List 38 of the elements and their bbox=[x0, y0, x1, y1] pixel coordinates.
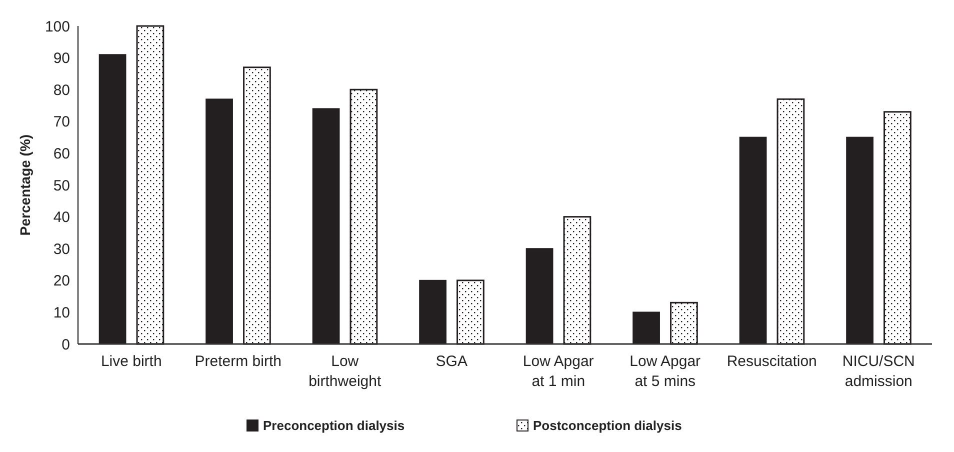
x-tick-label: Preterm birth bbox=[194, 353, 282, 370]
y-tick-label: 20 bbox=[53, 272, 70, 290]
y-axis-title: Percentage (%) bbox=[17, 134, 33, 236]
x-tick-label: Live birth bbox=[100, 353, 162, 370]
bar bbox=[846, 136, 874, 344]
legend-label: Postconception dialysis bbox=[533, 418, 682, 433]
bar bbox=[776, 98, 805, 345]
bar bbox=[98, 54, 126, 344]
y-tick-label: 10 bbox=[53, 304, 70, 322]
bar bbox=[243, 66, 271, 345]
y-tick-label: 60 bbox=[53, 145, 70, 162]
y-tick-label: 40 bbox=[53, 209, 70, 226]
y-tick-label: 100 bbox=[44, 18, 70, 36]
bar bbox=[632, 312, 660, 344]
bar bbox=[526, 248, 554, 344]
bar bbox=[884, 111, 912, 345]
y-tick-label: 50 bbox=[53, 177, 70, 194]
bar bbox=[563, 216, 592, 345]
x-tick-label: Resuscitation bbox=[726, 353, 817, 370]
y-tick-label: 80 bbox=[53, 82, 70, 99]
bar bbox=[419, 280, 446, 344]
x-tick-label: NICU/SCN admission bbox=[842, 353, 915, 390]
legend-label: Preconception dialysis bbox=[263, 418, 405, 433]
y-tick-label: 0 bbox=[62, 336, 70, 354]
x-tick-label: Low Apgar at 1 min bbox=[522, 353, 594, 390]
x-tick-label: Low Apgar at 5 mins bbox=[630, 353, 701, 390]
bar bbox=[312, 108, 340, 344]
bar bbox=[670, 302, 698, 345]
y-tick-label: 90 bbox=[53, 50, 70, 68]
bar bbox=[206, 98, 233, 344]
bar bbox=[136, 25, 164, 345]
bar bbox=[739, 136, 767, 344]
bar bbox=[350, 88, 378, 345]
bar bbox=[456, 280, 484, 345]
x-tick-label: Low birthweight bbox=[308, 353, 382, 390]
x-tick-label: SGA bbox=[436, 353, 468, 370]
y-tick-label: 70 bbox=[53, 114, 70, 131]
y-tick-label: 30 bbox=[53, 240, 70, 258]
